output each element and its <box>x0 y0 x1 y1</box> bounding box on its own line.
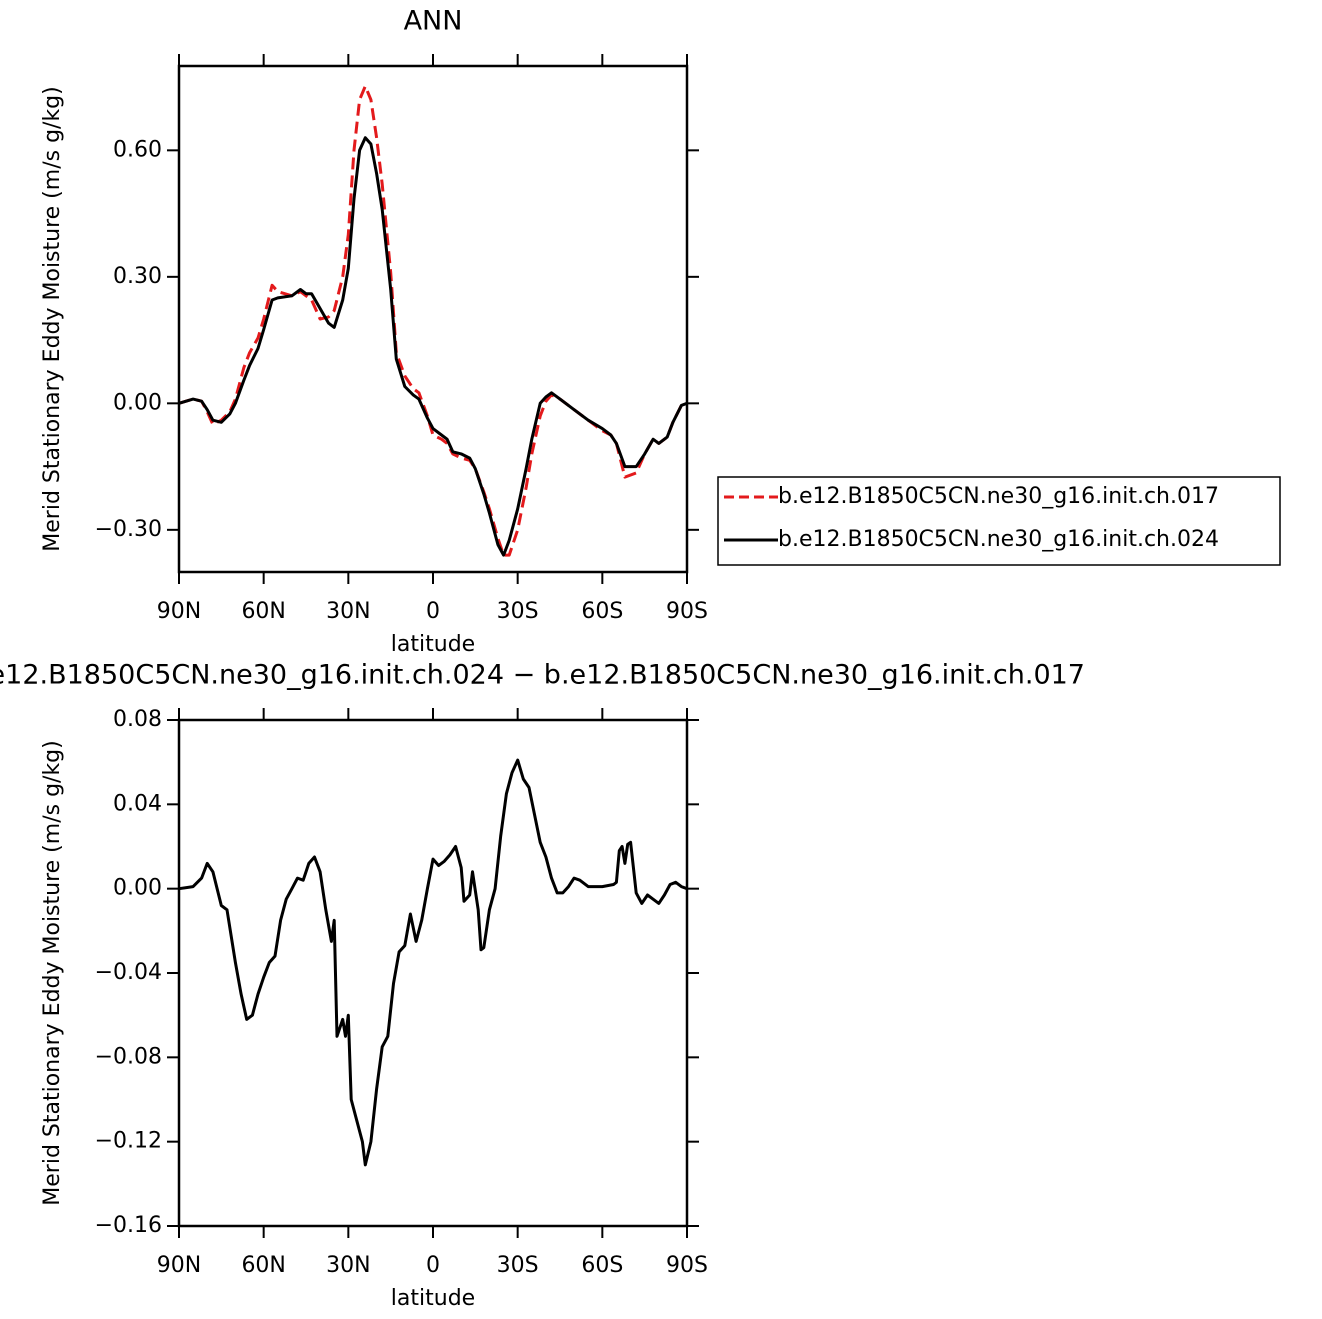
y-axis-label: Merid Stationary Eddy Moisture (m/s g/kg… <box>40 86 65 551</box>
series-line <box>178 758 688 1167</box>
plot-frame <box>177 64 689 574</box>
x-tick-label: 0 <box>426 1253 440 1278</box>
x-tick-label: 90S <box>666 1253 708 1278</box>
x-tick-label: 30N <box>326 599 370 624</box>
y-tick-label: 0.60 <box>113 137 162 162</box>
y-tick-label: 0.30 <box>113 264 162 289</box>
x-tick-label: 90N <box>157 1253 201 1278</box>
x-tick-label: 90S <box>666 599 708 624</box>
x-tick-label: 60N <box>241 1253 285 1278</box>
x-tick-label: 30N <box>326 1253 370 1278</box>
x-tick-label: 0 <box>426 599 440 624</box>
x-axis-label: latitude <box>391 632 475 657</box>
legend-label: b.e12.B1850C5CN.ne30_g16.init.ch.017 <box>778 484 1219 509</box>
x-tick-label: 30S <box>497 599 539 624</box>
x-tick-label: 60N <box>241 599 285 624</box>
x-tick-label: 60S <box>581 599 623 624</box>
y-tick-label: 0.00 <box>113 390 162 415</box>
y-tick-label: −0.08 <box>95 1044 162 1069</box>
y-tick-label: −0.16 <box>95 1213 162 1238</box>
chart-title: b.e12.B1850C5CN.ne30_g16.init.ch.024 − b… <box>0 660 1085 691</box>
legend-box <box>717 476 1281 566</box>
chart-title: ANN <box>404 6 463 37</box>
y-tick-label: −0.12 <box>95 1129 162 1154</box>
y-tick-label: 0.08 <box>113 707 162 732</box>
x-tick-label: 90N <box>157 599 201 624</box>
y-axis-label: Merid Stationary Eddy Moisture (m/s g/kg… <box>40 740 65 1205</box>
legend-label: b.e12.B1850C5CN.ne30_g16.init.ch.024 <box>778 527 1219 552</box>
y-tick-label: 0.04 <box>113 791 162 816</box>
y-tick-label: −0.04 <box>95 960 162 985</box>
y-tick-label: 0.00 <box>113 876 162 901</box>
x-tick-label: 60S <box>581 1253 623 1278</box>
series-line <box>178 84 688 557</box>
x-tick-label: 30S <box>497 1253 539 1278</box>
y-tick-label: −0.30 <box>95 517 162 542</box>
plot-frame <box>177 718 689 1228</box>
x-axis-label: latitude <box>391 1286 475 1311</box>
series-line <box>178 136 688 557</box>
